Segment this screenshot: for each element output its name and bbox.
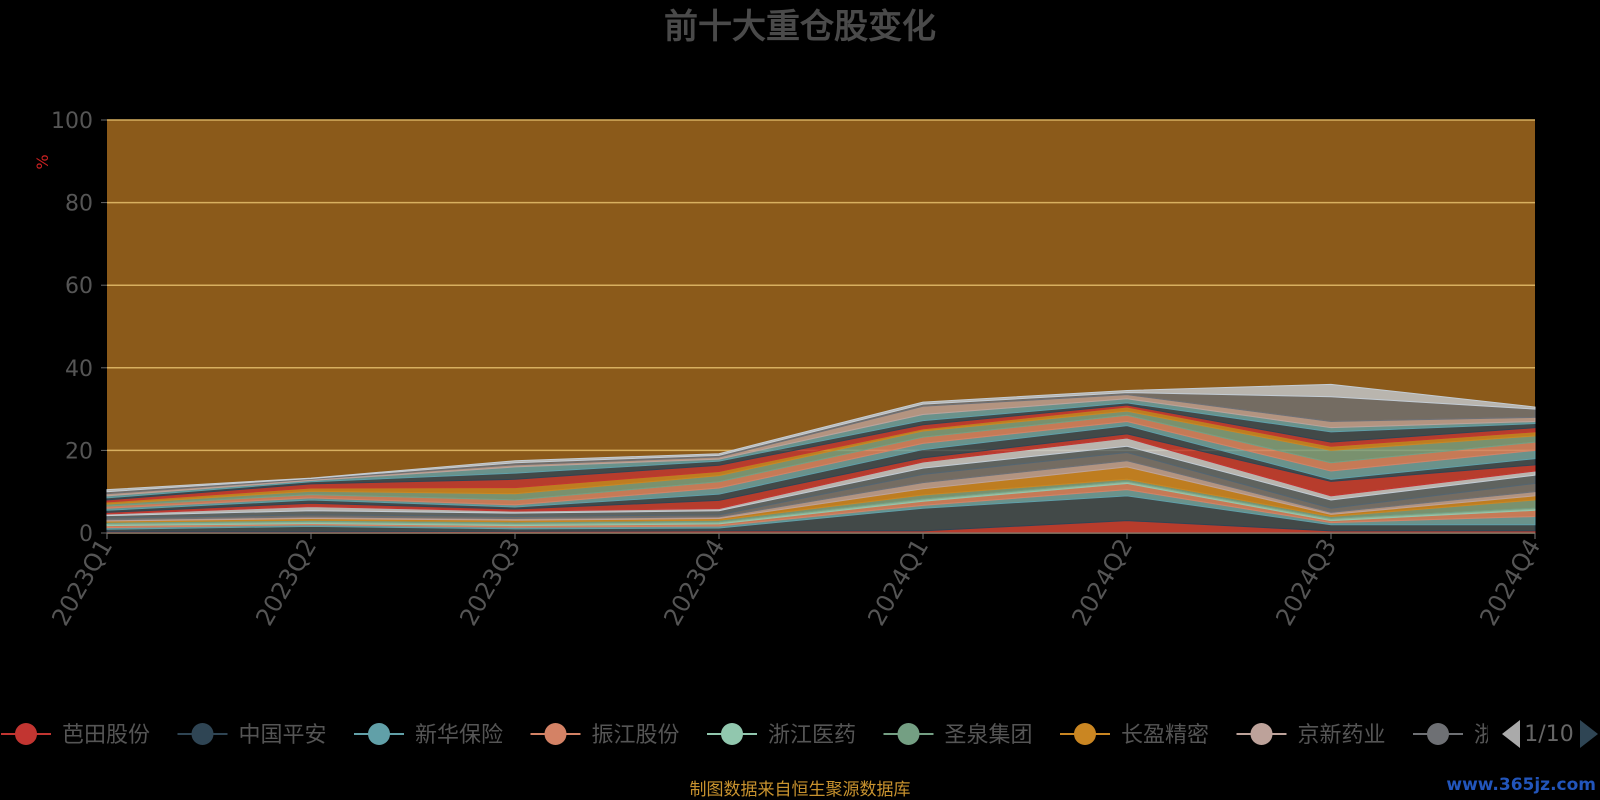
legend-item[interactable]: 中国平安 — [177, 723, 327, 748]
y-tick-label: 20 — [65, 439, 93, 464]
x-tick-label: 2023Q4 — [658, 534, 730, 630]
x-tick-label: 2023Q1 — [46, 534, 118, 630]
y-tick-label: 60 — [65, 274, 93, 299]
chart-title: 前十大重仓股变化 — [664, 7, 936, 47]
triangle-right-icon[interactable] — [1580, 720, 1598, 748]
y-tick-label: 40 — [65, 357, 93, 382]
legend-marker — [1427, 723, 1449, 745]
legend-marker — [15, 723, 37, 745]
legend-label: 圣泉集团 — [945, 723, 1033, 748]
x-tick-label: 2024Q3 — [1270, 534, 1342, 630]
legend-item[interactable]: 芭田股份 — [1, 723, 150, 748]
y-tick-label: 80 — [65, 192, 93, 217]
y-tick-label: 100 — [51, 109, 93, 134]
x-tick-label: 2023Q3 — [454, 534, 526, 630]
legend-label: 浙 — [1474, 723, 1496, 748]
legend-item-partial[interactable]: 浙 — [1413, 723, 1496, 748]
legend-marker — [1250, 723, 1273, 745]
legend-label: 中国平安 — [239, 723, 327, 748]
legend-label: 芭田股份 — [62, 723, 150, 748]
x-tick-label: 2024Q1 — [862, 534, 934, 630]
legend-marker — [368, 723, 390, 745]
x-tick-label: 2024Q2 — [1066, 534, 1138, 630]
legend-marker — [544, 723, 567, 745]
y-axis-unit: % — [33, 154, 52, 169]
data-source-note: 制图数据来自恒生聚源数据库 — [690, 780, 911, 800]
legend-item[interactable]: 新华保险 — [354, 723, 503, 748]
x-tick-label: 2023Q2 — [250, 534, 322, 630]
legend-item[interactable]: 长盈精密 — [1060, 723, 1209, 748]
x-tick-label: 2024Q4 — [1474, 534, 1546, 630]
legend-page-indicator: 1/10 — [1524, 722, 1573, 747]
legend: 芭田股份 中国平安 新华保险 振江股份 浙江医药 圣泉集团 长盈精密 京新药业 浙 — [1, 723, 1496, 748]
legend-label: 浙江医药 — [768, 723, 856, 748]
series-area-22 — [106, 383, 1536, 493]
legend-marker — [897, 723, 920, 745]
legend-label: 京新药业 — [1298, 723, 1386, 748]
triangle-left-icon[interactable] — [1502, 720, 1520, 748]
legend-item[interactable]: 振江股份 — [530, 723, 680, 748]
y-tick-label: 0 — [79, 522, 93, 547]
legend-pager: 1/10 — [1502, 720, 1598, 748]
legend-item[interactable]: 圣泉集团 — [883, 723, 1033, 748]
watermark: www.365jz.com — [1446, 775, 1596, 795]
series-areas — [106, 383, 1536, 534]
legend-label: 振江股份 — [592, 723, 680, 748]
legend-item[interactable]: 京新药业 — [1236, 723, 1386, 748]
legend-marker — [191, 723, 214, 745]
legend-marker — [721, 723, 743, 745]
legend-marker — [1074, 723, 1096, 745]
legend-item[interactable]: 浙江医药 — [707, 723, 856, 748]
legend-label: 新华保险 — [415, 723, 503, 748]
legend-label: 长盈精密 — [1121, 723, 1209, 748]
